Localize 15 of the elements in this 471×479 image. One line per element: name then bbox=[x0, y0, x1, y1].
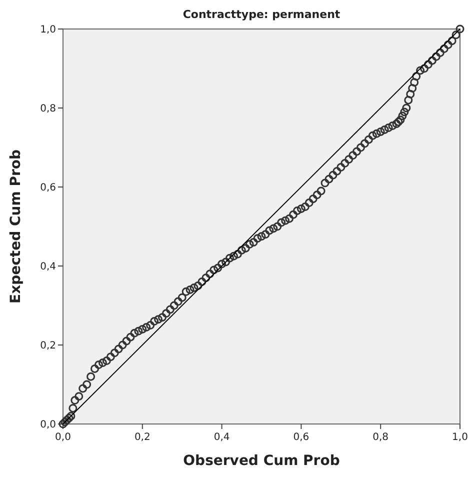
x-tick-label: 0,6 bbox=[293, 432, 310, 443]
y-tick-label: 0,2 bbox=[40, 340, 56, 352]
x-tick-label: 0,4 bbox=[214, 432, 230, 443]
x-tick-label: 0,0 bbox=[55, 432, 71, 443]
x-tick-label: 1,0 bbox=[452, 432, 468, 443]
x-tick-label: 0,8 bbox=[372, 432, 389, 443]
y-tick-label: 1,0 bbox=[40, 24, 56, 36]
x-axis-title: Observed Cum Prob bbox=[183, 453, 340, 469]
y-axis-title: Expected Cum Prob bbox=[8, 150, 24, 304]
y-tick-label: 0,8 bbox=[40, 104, 56, 114]
y-tick-label: 0,0 bbox=[40, 420, 56, 430]
y-tick-label: 0,4 bbox=[40, 262, 56, 272]
x-tick-label: 0,2 bbox=[134, 432, 150, 443]
chart-title: Contracttype: permanent bbox=[182, 8, 340, 21]
y-tick-label: 0,6 bbox=[40, 182, 56, 194]
